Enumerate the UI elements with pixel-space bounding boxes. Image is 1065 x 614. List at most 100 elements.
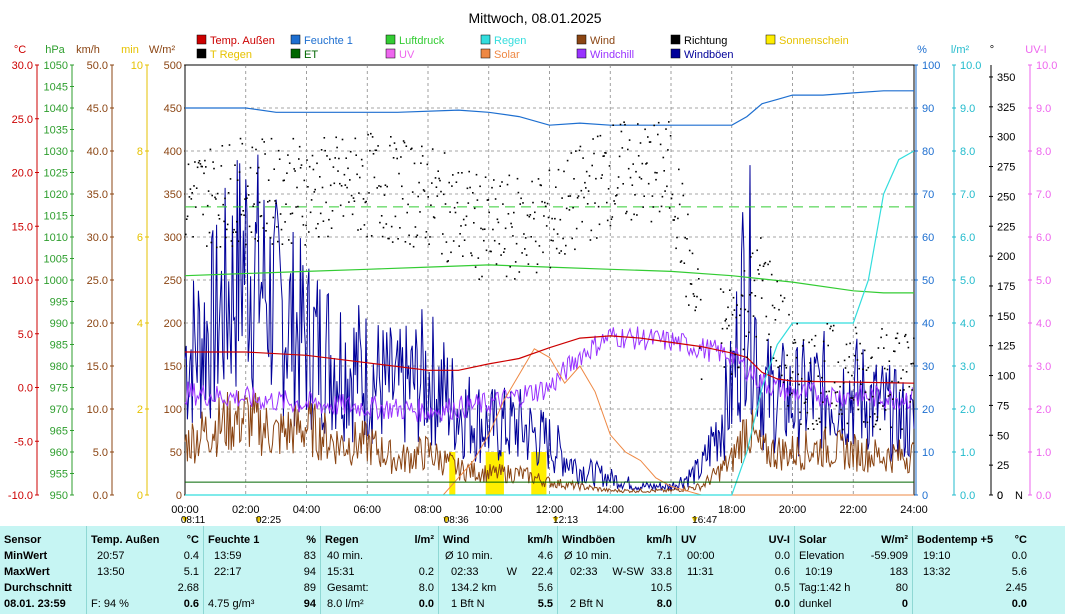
direction-point <box>424 236 427 239</box>
direction-point <box>794 341 797 344</box>
direction-point <box>444 203 447 205</box>
direction-point <box>910 363 912 365</box>
direction-point <box>883 347 885 349</box>
direction-point <box>767 263 769 266</box>
direction-point <box>465 215 468 218</box>
min-tick-label: 2 <box>137 404 143 416</box>
direction-point <box>618 155 621 158</box>
direction-point <box>216 192 219 195</box>
direction-point <box>880 336 882 339</box>
direction-point <box>410 148 412 151</box>
direction-point <box>637 123 639 125</box>
direction-point <box>349 179 351 181</box>
direction-point <box>365 200 367 203</box>
direction-point <box>546 202 549 205</box>
direction-point <box>624 123 626 126</box>
direction-point <box>198 160 201 162</box>
direction-point <box>405 145 408 147</box>
lm2-tick-label: 7.0 <box>960 189 975 201</box>
direction-point <box>256 172 258 175</box>
direction-point <box>765 315 768 318</box>
direction-point <box>350 194 353 197</box>
direction-point <box>355 154 357 156</box>
direction-point <box>674 215 676 218</box>
deg-tick-label: 325 <box>997 102 1015 114</box>
feuchte-abs-note: 4.75 g/m³ <box>208 598 255 610</box>
direction-point <box>288 162 291 164</box>
direction-point <box>232 231 234 234</box>
direction-point <box>384 184 387 186</box>
uv-header: UV <box>681 534 697 546</box>
hpa-tick-label: 1000 <box>44 275 68 287</box>
direction-point <box>757 269 759 271</box>
direction-point <box>682 194 685 197</box>
direction-point <box>477 257 480 259</box>
direction-point <box>245 243 247 246</box>
direction-point <box>281 243 284 245</box>
direction-point <box>295 206 297 208</box>
direction-point <box>479 185 481 188</box>
direction-point <box>823 360 826 362</box>
direction-point <box>264 153 266 155</box>
direction-point <box>734 353 737 356</box>
col-solar: Solar W/m² Elevation -59.909 10:19 183 Tag:… <box>795 526 912 614</box>
direction-point <box>679 261 682 263</box>
direction-point <box>616 194 618 196</box>
direction-point <box>243 214 245 216</box>
direction-point <box>513 211 515 214</box>
direction-point <box>421 155 424 157</box>
direction-point <box>876 416 879 418</box>
legend-swatch <box>385 34 396 45</box>
uvi-tick-label: 1.0 <box>1036 447 1051 459</box>
kmh-tick-label: 30.0 <box>87 232 108 244</box>
direction-point <box>614 203 616 205</box>
direction-point <box>835 404 838 407</box>
temp-tick-label: 0.0 <box>18 383 33 395</box>
direction-point <box>338 157 340 160</box>
direction-point <box>423 190 426 192</box>
direction-point <box>670 197 673 200</box>
direction-point <box>537 178 540 180</box>
direction-point <box>204 159 206 162</box>
direction-point <box>361 165 364 167</box>
weather-chart: Mittwoch, 08.01.2025 Temp. Außen Feuchte … <box>8 10 1058 526</box>
direction-point <box>826 323 829 325</box>
direction-point <box>575 150 577 152</box>
direction-point <box>732 296 735 299</box>
direction-point <box>669 135 672 137</box>
deg-tick-label: 75 <box>997 400 1009 412</box>
direction-point <box>651 195 654 197</box>
wind-avg-value: 5.6 <box>537 582 553 594</box>
direction-point <box>512 235 514 237</box>
legend-swatch <box>196 48 207 59</box>
boeen-max-dir: W-SW <box>612 566 644 578</box>
direction-point <box>721 327 724 330</box>
temp-min-time: 20:57 <box>97 550 125 562</box>
direction-point <box>645 163 647 165</box>
uvi-tick-label: 5.0 <box>1036 275 1051 287</box>
direction-point <box>580 189 583 192</box>
windchill-line <box>184 326 913 422</box>
kmh-tick-label: 5.0 <box>93 447 108 459</box>
direction-point <box>206 245 208 247</box>
direction-point <box>854 326 857 329</box>
direction-point <box>250 231 253 233</box>
legend-swatch <box>480 34 491 45</box>
direction-point <box>408 234 410 237</box>
direction-point <box>581 220 583 223</box>
direction-point <box>426 163 429 166</box>
direction-point <box>285 203 287 205</box>
hpa-tick-label: 950 <box>50 490 68 502</box>
boeen-avg-label: Ø 10 min. <box>564 550 612 562</box>
direction-point <box>505 275 508 278</box>
solar-daylight: Tag:1:42 h <box>799 582 851 594</box>
direction-point <box>227 192 230 194</box>
direction-point <box>577 195 580 197</box>
wind-max-dir: W <box>506 566 517 578</box>
direction-point <box>296 186 298 189</box>
direction-point <box>558 252 561 254</box>
humidity-line <box>185 90 914 126</box>
direction-point <box>407 203 409 206</box>
direction-point <box>720 342 723 344</box>
wind-line <box>184 391 915 494</box>
